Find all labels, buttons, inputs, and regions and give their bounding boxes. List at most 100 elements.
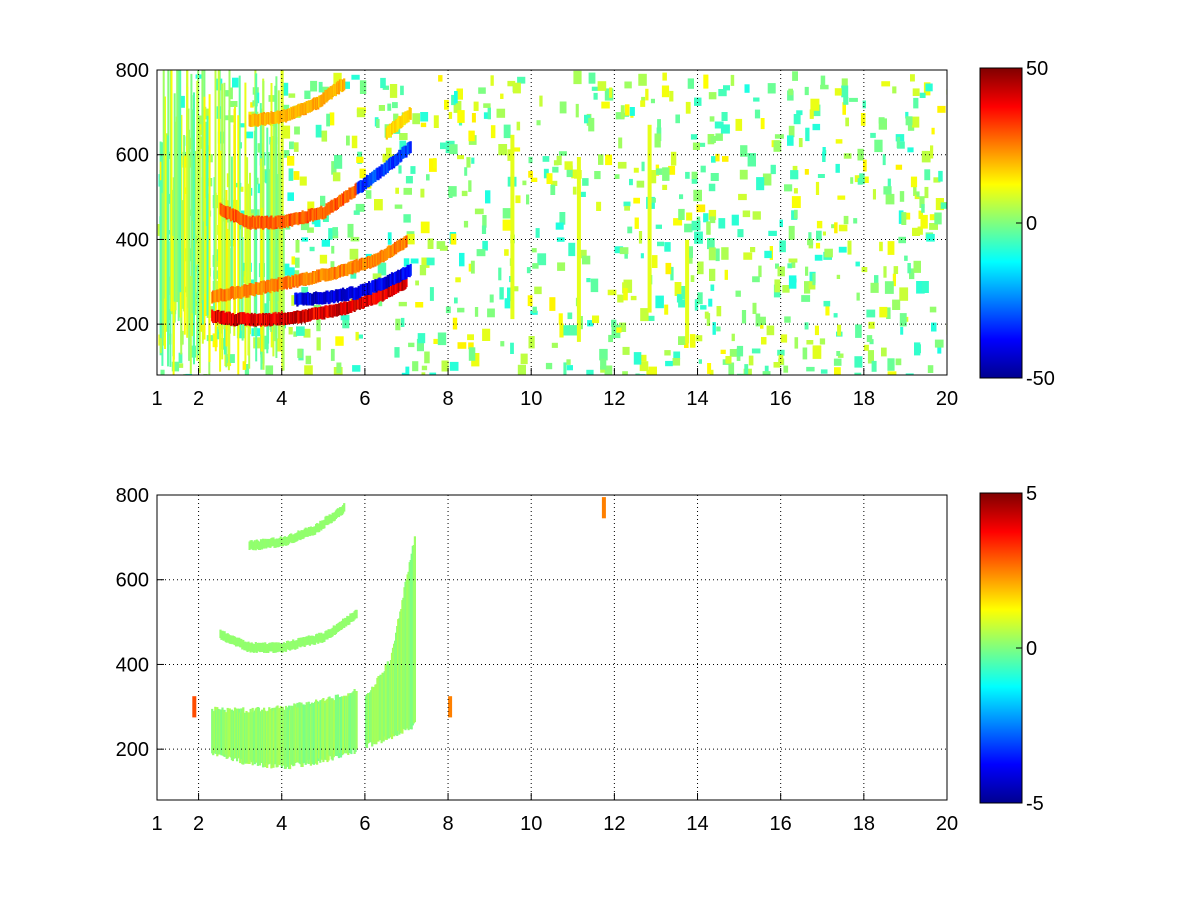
noise-cell — [805, 127, 810, 142]
top-plot-area — [157, 70, 947, 375]
noise-cell — [528, 156, 533, 164]
noise-cell — [764, 365, 769, 375]
noise-cell — [590, 278, 599, 293]
noise-cell — [321, 130, 328, 142]
noise-cell — [817, 174, 825, 178]
noise-cell — [332, 172, 341, 182]
feature-band-cell — [242, 214, 245, 227]
noise-cell — [672, 358, 681, 366]
noise-cell — [641, 161, 645, 172]
noise-cell — [841, 85, 849, 98]
noise-cell — [820, 84, 829, 90]
noise-cell — [881, 81, 891, 87]
noise-cell — [395, 187, 399, 194]
noise-cell — [564, 161, 573, 170]
noise-cell — [863, 176, 869, 183]
streak — [162, 193, 165, 338]
streak — [206, 115, 209, 316]
noise-cell — [473, 101, 479, 111]
noise-cell — [598, 154, 604, 165]
noise-cell — [787, 90, 794, 101]
noise-cell — [427, 238, 434, 249]
noise-cell — [457, 307, 465, 313]
noise-cell — [392, 102, 398, 109]
noise-cell — [708, 209, 717, 220]
noise-cell — [471, 353, 480, 367]
noise-cell — [882, 154, 886, 166]
feature-point-cell — [192, 696, 197, 718]
noise-cell — [897, 141, 905, 149]
noise-cell — [459, 252, 465, 267]
noise-cell — [758, 265, 762, 278]
noise-cell — [463, 220, 469, 228]
noise-cell — [793, 188, 798, 194]
noise-cell — [910, 74, 915, 82]
noise-cell — [457, 110, 465, 123]
noise-cell — [539, 95, 543, 107]
noise-cell — [433, 158, 437, 169]
noise-cell — [710, 173, 719, 181]
noise-cell — [297, 348, 303, 358]
noise-cell — [855, 261, 860, 267]
noise-cell — [657, 241, 664, 247]
noise-cell — [294, 126, 300, 135]
noise-cell — [910, 176, 918, 188]
noise-cell — [394, 204, 403, 209]
noise-cell — [393, 113, 399, 123]
bottom-colorbar-gradient — [979, 492, 1023, 804]
noise-cell — [500, 93, 504, 99]
noise-cell — [725, 356, 732, 364]
noise-cell — [764, 250, 772, 259]
noise-cell — [883, 186, 892, 195]
noise-cell — [770, 164, 776, 175]
streak — [196, 80, 199, 361]
noise-cell — [905, 111, 909, 119]
noise-cell — [822, 147, 826, 157]
noise-cell — [898, 210, 904, 224]
noise-cell — [691, 171, 698, 181]
noise-cell — [607, 289, 617, 296]
feature-band-cell — [405, 235, 408, 248]
noise-cell — [935, 198, 944, 211]
noise-cell — [453, 100, 462, 113]
noise-cell — [708, 183, 716, 192]
noise-cell — [287, 267, 295, 280]
noise-cell — [281, 104, 290, 113]
noise-cell — [609, 87, 613, 98]
noise-cell — [537, 253, 547, 266]
noise-cell — [214, 326, 221, 340]
noise-cell — [694, 231, 703, 244]
noise-cell — [444, 99, 449, 110]
streak — [218, 118, 221, 313]
noise-cell — [855, 324, 862, 338]
noise-cell — [696, 142, 706, 147]
noise-cell — [930, 145, 934, 159]
noise-cell — [684, 223, 693, 233]
noise-cell — [623, 201, 631, 207]
noise-cell — [556, 155, 562, 166]
noise-cell — [685, 171, 690, 179]
noise-cell — [309, 246, 315, 252]
noise-cell — [866, 335, 873, 342]
noise-cell — [421, 257, 430, 268]
noise-cell — [487, 308, 495, 318]
streak — [249, 172, 251, 335]
noise-cell — [352, 365, 361, 372]
noise-cell — [433, 115, 439, 128]
noise-cell — [482, 328, 491, 341]
noise-cell — [334, 154, 343, 169]
noise-cell — [916, 191, 920, 197]
top-y-ticks: 200 400 600 800 — [116, 60, 164, 336]
x-tick-label: 14 — [686, 813, 708, 835]
noise-cell — [288, 93, 296, 98]
noise-cell — [549, 297, 556, 311]
noise-cell — [630, 295, 637, 301]
noise-cell — [804, 281, 811, 294]
noise-cell — [673, 218, 683, 226]
noise-cell — [810, 98, 820, 111]
noise-cell — [676, 294, 683, 303]
noise-cell — [619, 322, 627, 332]
noise-cell — [333, 72, 342, 85]
noise-cell — [708, 247, 716, 261]
